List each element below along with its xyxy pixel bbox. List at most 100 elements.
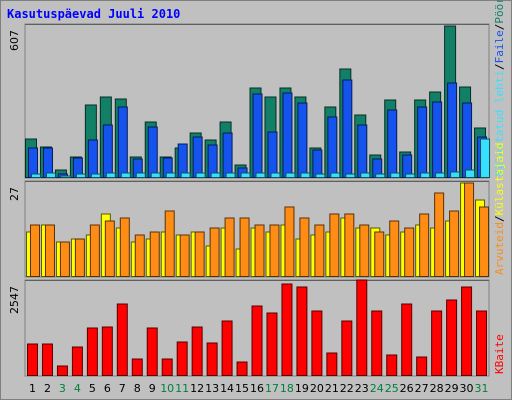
- bar-visits-day-26: [404, 227, 415, 277]
- bar-hits-day-24: [375, 173, 386, 178]
- bar-files-day-29: [447, 82, 458, 178]
- bar-kbytes-day-8: [131, 358, 143, 376]
- bar-hits-day-12: [195, 172, 206, 178]
- x-tick-label: 31: [475, 382, 489, 395]
- x-tick-label: 10: [160, 382, 174, 395]
- bar-kbytes-day-21: [326, 352, 338, 376]
- bar-hits-day-6: [105, 172, 116, 178]
- bar-kbytes-day-29: [446, 299, 458, 376]
- bar-visits-day-27: [419, 213, 430, 277]
- bar-kbytes-day-27: [416, 356, 428, 376]
- legend-entry: /: [493, 215, 506, 222]
- bar-kbytes-day-15: [236, 361, 248, 376]
- legend-entry: /: [493, 24, 506, 31]
- bar-files-day-9: [147, 126, 158, 178]
- bar-kbytes-day-28: [431, 310, 443, 376]
- legend-entry: Külastajaid: [493, 143, 506, 216]
- bar-hits-day-22: [345, 173, 356, 178]
- bar-hits-day-20: [315, 173, 326, 178]
- bar-visits-day-31: [479, 206, 490, 277]
- bar-hits-day-23: [360, 172, 371, 178]
- bar-visits-day-20: [314, 224, 325, 277]
- bar-files-day-30: [462, 102, 473, 178]
- bar-kbytes-day-25: [386, 354, 398, 376]
- bar-kbytes-day-18: [281, 283, 293, 376]
- x-tick-label: 17: [265, 382, 279, 395]
- bar-files-day-5: [87, 139, 98, 178]
- y-max-label: 2547: [8, 286, 21, 314]
- legend-middle: Arvuteid/Külastajaid: [493, 143, 506, 275]
- legend-entry: Faile: [493, 30, 506, 63]
- bar-files-day-27: [417, 106, 428, 178]
- bar-hits-day-21: [330, 172, 341, 178]
- bar-kbytes-day-4: [71, 346, 83, 376]
- bar-visits-day-16: [254, 224, 265, 277]
- x-tick-label: 26: [400, 382, 414, 395]
- x-tick-label: 5: [89, 382, 96, 395]
- bar-kbytes-day-16: [251, 305, 263, 376]
- bar-visits-day-18: [284, 206, 295, 277]
- bar-kbytes-day-13: [206, 342, 218, 376]
- bar-hits-day-9: [150, 172, 161, 178]
- bar-files-day-20: [312, 149, 323, 178]
- x-tick-label: 20: [310, 382, 324, 395]
- bar-visits-day-13: [209, 227, 220, 277]
- bar-visits-day-10: [164, 210, 175, 277]
- bar-visits-day-30: [464, 182, 475, 277]
- bar-hits-day-29: [450, 171, 461, 178]
- bar-files-day-22: [342, 79, 353, 178]
- bar-visits-day-25: [389, 220, 400, 277]
- bar-kbytes-day-19: [296, 286, 308, 376]
- bar-visits-day-14: [224, 217, 235, 277]
- bar-hits-day-7: [120, 172, 131, 178]
- bar-hits-day-16: [255, 172, 266, 178]
- bar-files-day-18: [282, 92, 293, 178]
- bar-visits-day-5: [89, 224, 100, 277]
- bar-files-day-17: [267, 131, 278, 178]
- bar-kbytes-day-31: [476, 310, 488, 376]
- x-tick-label: 18: [280, 382, 294, 395]
- bar-visits-day-23: [359, 224, 370, 277]
- x-tick-label: 11: [175, 382, 189, 395]
- bar-visits-day-21: [329, 213, 340, 277]
- bar-hits-day-4: [75, 173, 86, 178]
- x-tick-label: 28: [430, 382, 444, 395]
- bar-kbytes-day-17: [266, 312, 278, 376]
- bar-visits-day-9: [149, 231, 160, 277]
- bar-files-day-7: [117, 106, 128, 178]
- bar-visits-day-3: [59, 241, 70, 277]
- bar-hits-day-14: [225, 172, 236, 178]
- legend-entry: KBaite: [493, 334, 506, 374]
- y-max-label: 27: [8, 187, 21, 201]
- bar-kbytes-day-23: [356, 279, 368, 376]
- bar-files-day-19: [297, 102, 308, 178]
- bar-kbytes-day-2: [41, 343, 53, 376]
- bar-hits-day-19: [300, 172, 311, 178]
- bar-hits-day-18: [285, 172, 296, 178]
- bar-visits-day-22: [344, 213, 355, 277]
- bar-hits-day-1: [31, 173, 41, 178]
- x-tick-label: 13: [205, 382, 219, 395]
- bar-kbytes-day-1: [27, 343, 38, 376]
- bar-files-day-23: [357, 124, 368, 178]
- bar-files-day-14: [222, 132, 233, 178]
- x-tick-label: 15: [235, 382, 249, 395]
- bar-hits-day-27: [420, 172, 431, 178]
- x-tick-label: 9: [149, 382, 156, 395]
- x-tick-label: 27: [415, 382, 429, 395]
- x-tick-label: 14: [220, 382, 234, 395]
- bar-visits-day-24: [374, 231, 385, 277]
- bar-hits-day-31: [480, 138, 491, 178]
- x-tick-label: 12: [190, 382, 204, 395]
- bar-files-day-25: [387, 109, 398, 178]
- bar-visits-day-28: [434, 192, 445, 277]
- legend-entry: Pöördumisi: [493, 0, 506, 24]
- x-tick-label: 30: [460, 382, 474, 395]
- bar-files-day-21: [327, 116, 338, 178]
- bar-hits-day-3: [60, 175, 71, 178]
- x-tick-label: 23: [355, 382, 369, 395]
- bar-kbytes-day-22: [341, 320, 353, 376]
- x-tick-label: 1: [29, 382, 36, 395]
- x-tick-label: 4: [74, 382, 81, 395]
